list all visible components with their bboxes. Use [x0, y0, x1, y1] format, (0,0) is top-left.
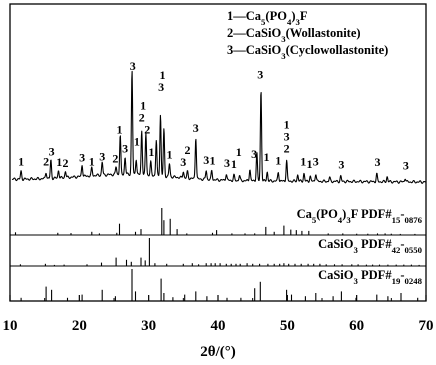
peak-label: 3 [257, 67, 263, 81]
peak-label: 3 [313, 154, 319, 168]
peak-label: 1 [236, 145, 242, 159]
legend-entry: 3—CaSiO3(Cyclowollastonite) [227, 43, 388, 61]
x-tick-label: 60 [349, 318, 364, 334]
peak-label: 1 [210, 154, 216, 168]
peak-label: 1 [89, 155, 95, 169]
reference-panels: Ca5(PO4)3F PDF#15-0876 CaSiO3 PDF#42-0550… [10, 207, 426, 301]
legend-entry: 2—CaSiO3(Wollastonite) [227, 26, 361, 44]
peak-label: 1 [56, 155, 62, 169]
peak-label: 1 [148, 145, 154, 159]
x-tick-label: 70 [419, 318, 434, 334]
peak-label: 1 [231, 157, 237, 171]
peak-label: 2 [63, 156, 69, 170]
peak-label: 3 [251, 147, 257, 161]
peak-label: 3 [99, 149, 105, 163]
peak-label: 2 [185, 143, 191, 157]
peak-label: 2 [43, 154, 49, 168]
reference-label: Ca5(PO4)3F PDF#15-0876 [297, 207, 423, 225]
peak-label: 3 [224, 156, 230, 170]
peak-label: 3 [284, 130, 290, 144]
x-tick-label: 10 [3, 318, 18, 334]
peak-label: 1 [275, 153, 281, 167]
peak-label: 1 [117, 122, 123, 136]
peak-label: 1 [284, 118, 290, 132]
peak-label: 1 [300, 155, 306, 169]
x-tick-label: 40 [211, 318, 226, 334]
peak-label: 1 [264, 150, 270, 164]
peak-label: 3 [158, 80, 164, 94]
peak-label: 3 [375, 155, 381, 169]
xrd-pattern-line [11, 70, 427, 184]
peak-label: 1 [307, 157, 313, 171]
peak-label: 1 [134, 134, 140, 148]
x-tick-label: 30 [141, 318, 156, 334]
peak-label: 3 [180, 155, 186, 169]
peak-label: 3 [338, 158, 344, 172]
peak-label: 2 [112, 152, 118, 166]
peak-label: 3 [203, 153, 209, 167]
reference-label: CaSiO3 PDF#19-0248 [318, 268, 423, 286]
peak-label: 2 [139, 111, 145, 125]
x-axis-title: 2θ/(°) [200, 344, 236, 360]
peak-label: 1 [160, 68, 166, 82]
peak-label: 1 [167, 147, 173, 161]
peak-label: 3 [49, 145, 55, 159]
reference-label: CaSiO3 PDF#42-0550 [318, 237, 423, 255]
peak-label: 3 [130, 59, 136, 73]
legend-entry: 1—Ca5(PO4)3F [227, 9, 308, 27]
peak-label: 2 [144, 123, 150, 137]
peak-label: 2 [284, 142, 290, 156]
x-tick-label: 20 [72, 318, 87, 334]
peak-label: 3 [122, 141, 128, 155]
xrd-pattern-panel [11, 70, 427, 184]
peak-label: 3 [403, 159, 409, 173]
x-axis: 10 20 30 40 50 60 70 [3, 295, 434, 334]
peak-label: 3 [193, 121, 199, 135]
peak-label: 1 [140, 99, 146, 113]
peak-label: 3 [79, 151, 85, 165]
legend: 1—Ca5(PO4)3F2—CaSiO3(Wollastonite)3—CaSi… [227, 9, 388, 61]
peak-label: 1 [18, 155, 24, 169]
x-tick-label: 50 [280, 318, 295, 334]
